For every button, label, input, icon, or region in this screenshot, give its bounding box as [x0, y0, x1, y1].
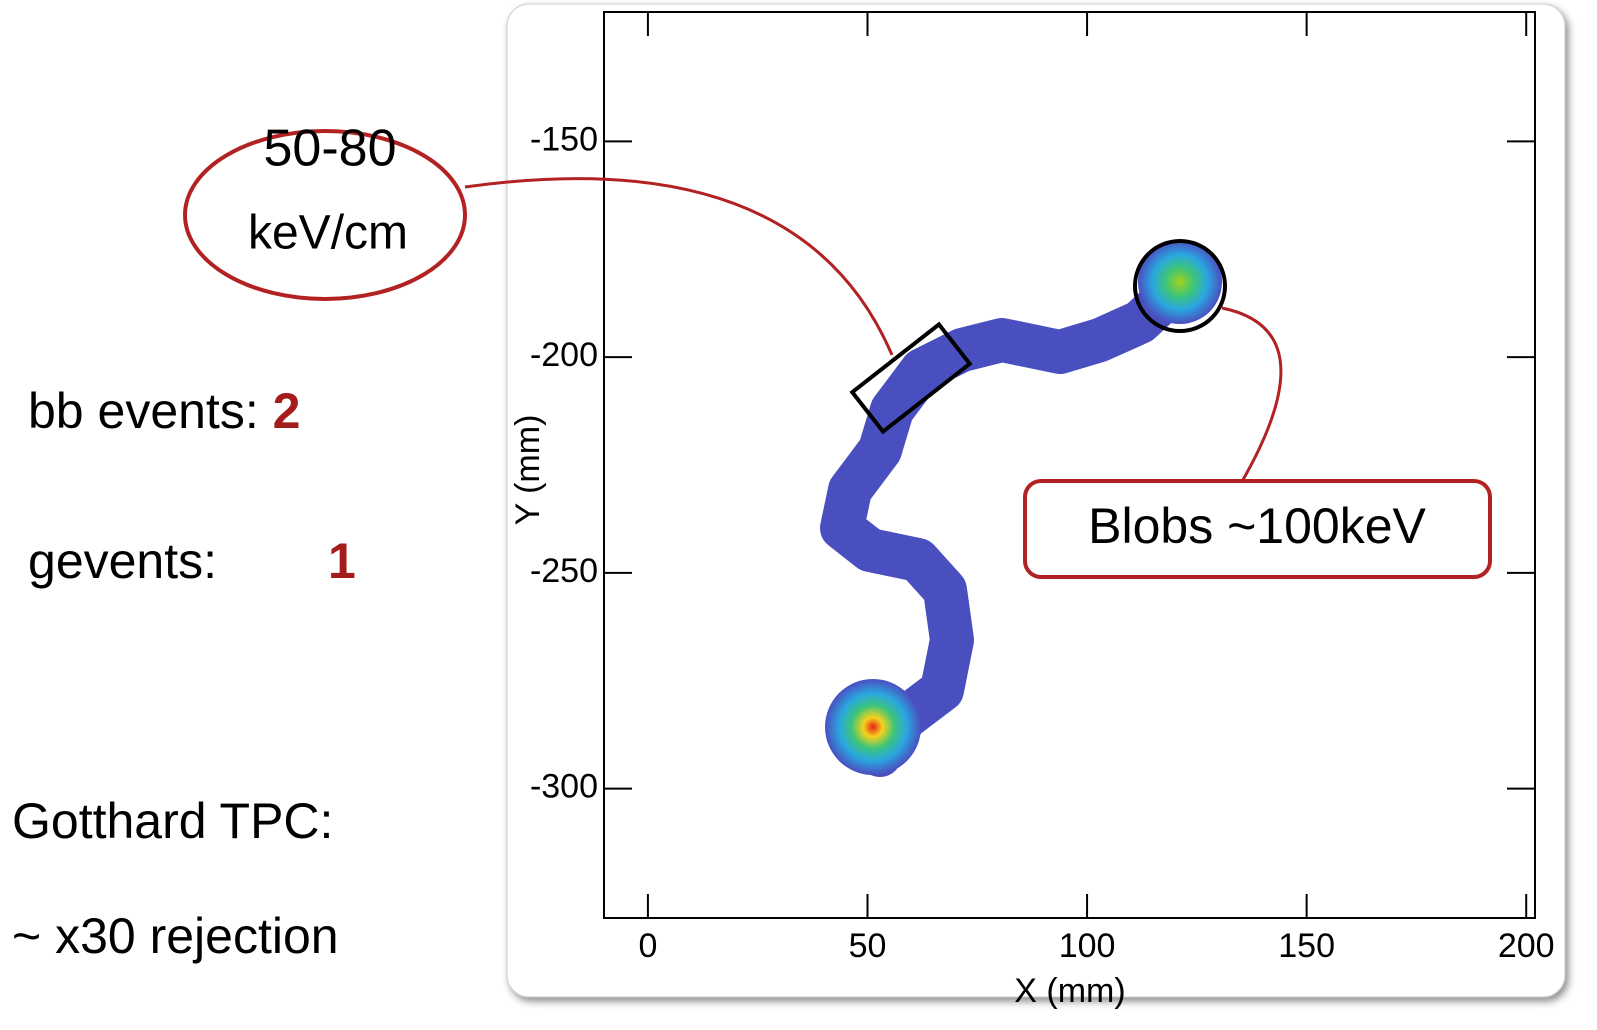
x-tick-label: 50 [849, 927, 887, 965]
sidebar-text: ~ x30 rejection [12, 908, 339, 964]
blob [825, 679, 921, 775]
callout-text: Blobs ~100keV [1088, 498, 1426, 554]
x-tick-label: 200 [1498, 927, 1555, 965]
callout-text: keV/cm [248, 207, 408, 260]
page: 50-80 keV/cm Blobs ~100keV bb events: 2 … [0, 0, 1597, 1025]
callout-text: 50-80 [264, 120, 397, 178]
label: g [28, 533, 56, 589]
sidebar-text: bb events: 2 [28, 383, 300, 439]
y-axis-label: Y (mm) [509, 415, 547, 526]
sidebar-text: Gotthard TPC: [12, 793, 333, 849]
label: events: [56, 533, 217, 589]
count: 2 [273, 383, 301, 439]
x-tick-label: 100 [1059, 927, 1116, 965]
x-tick-label: 150 [1278, 927, 1335, 965]
label: bb events: [28, 383, 259, 439]
x-axis-label: X (mm) [1014, 972, 1125, 1010]
y-tick-label: -200 [530, 336, 598, 374]
slide: 50-80 keV/cm Blobs ~100keV bb events: 2 … [0, 0, 1597, 1025]
y-tick-label: -300 [530, 768, 598, 806]
plot-area [604, 12, 1535, 918]
x-tick-label: 0 [638, 927, 657, 965]
sidebar-text: gevents: [28, 533, 217, 589]
y-tick-label: -250 [530, 552, 598, 590]
count: 1 [328, 533, 356, 589]
y-tick-label: -150 [530, 120, 598, 158]
